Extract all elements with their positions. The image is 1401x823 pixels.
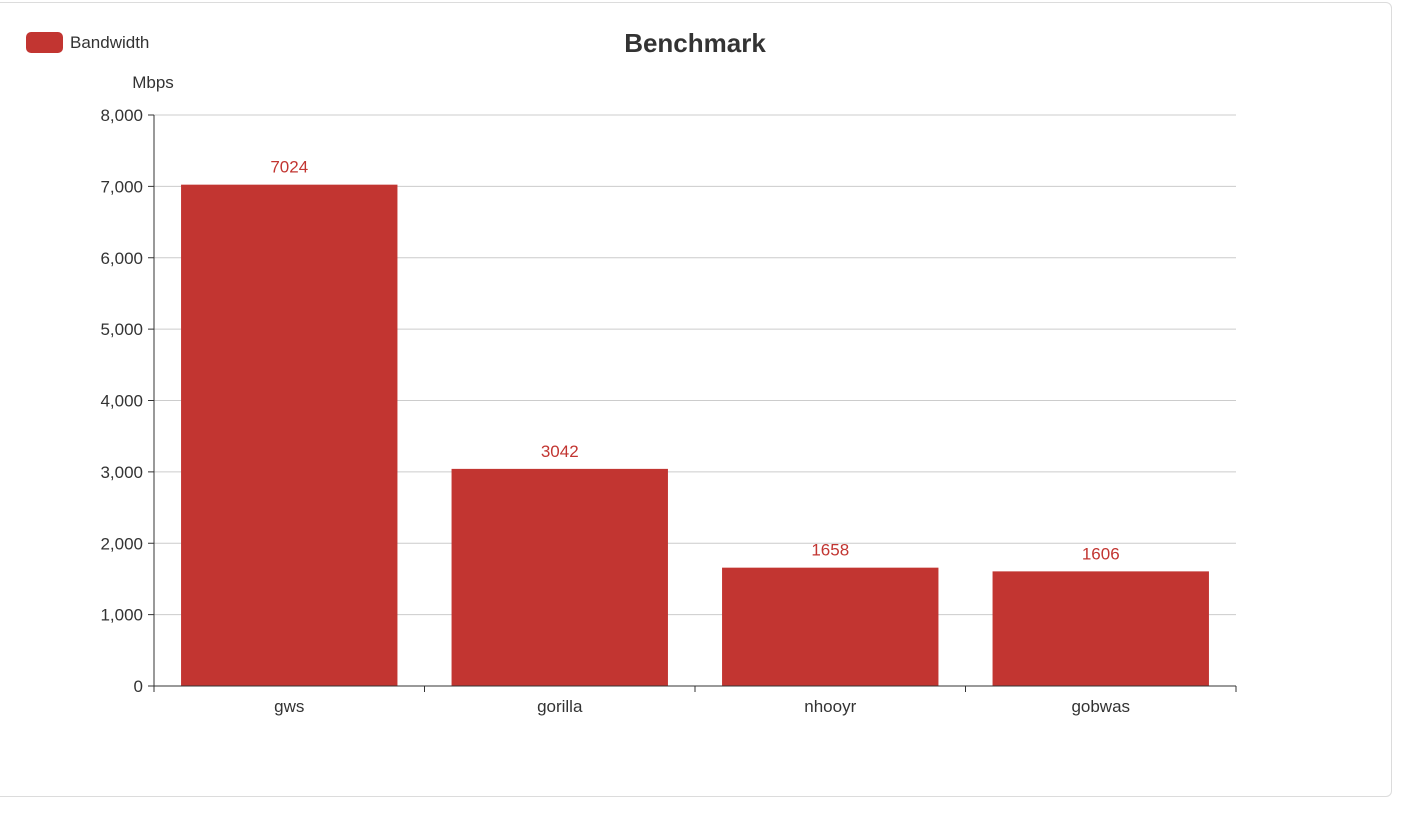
y-tick-label: 0 — [134, 677, 143, 696]
y-tick-label: 3,000 — [100, 463, 143, 482]
data-labels: 7024 3042 1658 1606 — [270, 158, 1119, 564]
y-tick-label: 1,000 — [100, 606, 143, 625]
bar-nhooyr[interactable] — [722, 567, 939, 686]
chart-title: Benchmark — [624, 28, 766, 58]
y-axis-name: Mbps — [132, 73, 174, 92]
bar-gobwas[interactable] — [992, 571, 1209, 686]
x-axis-labels: gws gorilla nhooyr gobwas — [274, 697, 1130, 716]
x-tick-label-gobwas: gobwas — [1071, 697, 1130, 716]
data-label-gws: 7024 — [270, 158, 308, 177]
x-tick-label-gorilla: gorilla — [537, 697, 583, 716]
bar-gws[interactable] — [181, 184, 398, 687]
bars — [181, 184, 1209, 687]
y-tick-label: 6,000 — [100, 249, 143, 268]
data-label-gorilla: 3042 — [541, 442, 579, 461]
y-tick-label: 8,000 — [100, 106, 143, 125]
y-tick-label: 5,000 — [100, 320, 143, 339]
data-label-nhooyr: 1658 — [811, 541, 849, 560]
y-tick-label: 4,000 — [100, 392, 143, 411]
y-tick-label: 7,000 — [100, 177, 143, 196]
x-tick-label-nhooyr: nhooyr — [804, 697, 856, 716]
x-tick-label-gws: gws — [274, 697, 304, 716]
y-tick-label: 2,000 — [100, 534, 143, 553]
bar-gorilla[interactable] — [451, 468, 668, 686]
data-label-gobwas: 1606 — [1082, 544, 1120, 563]
legend-label-bandwidth[interactable]: Bandwidth — [70, 33, 149, 52]
y-axis-ticks: 0 1,000 2,000 3,000 4,000 5,000 6,000 7,000 8,00… — [100, 106, 154, 696]
legend-swatch-bandwidth[interactable] — [26, 32, 63, 53]
axes — [153, 115, 1237, 692]
legend[interactable]: Bandwidth — [26, 32, 149, 53]
